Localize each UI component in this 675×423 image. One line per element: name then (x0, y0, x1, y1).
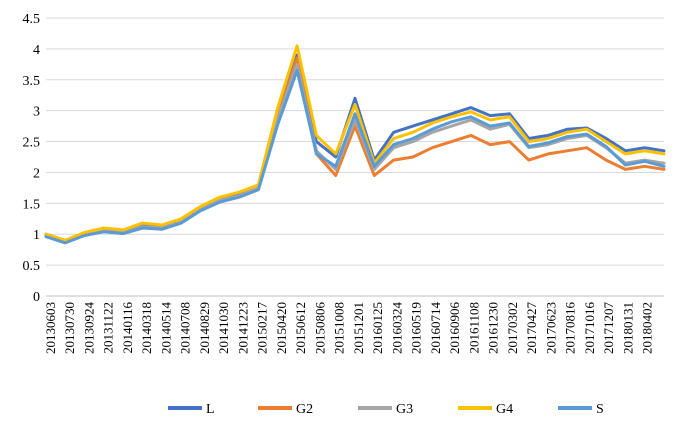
y-tick-label: 3.5 (23, 74, 41, 89)
x-tick-label: 20170302 (505, 302, 520, 354)
x-tick-label: 20131122 (101, 302, 116, 354)
series-line-g2 (44, 56, 666, 244)
x-tick-label: 20140116 (120, 302, 135, 354)
x-tick-label: 20140514 (158, 302, 173, 355)
series-line-l (44, 53, 666, 242)
x-tick-label: 20161230 (486, 302, 501, 354)
x-tick-label: 20150217 (255, 302, 270, 355)
x-tick-label: 20180402 (640, 302, 655, 354)
y-tick-label: 1 (33, 228, 40, 243)
x-tick-label: 20160324 (389, 302, 404, 355)
x-tick-label: 20160125 (370, 302, 385, 354)
x-tick-label: 20171207 (601, 302, 616, 355)
legend-label-g4: G4 (496, 402, 513, 417)
x-tick-label: 20170623 (543, 302, 558, 354)
x-tick-label: 20170427 (524, 302, 539, 355)
legend-label-g3: G3 (396, 402, 413, 417)
x-tick-label: 20150806 (312, 302, 327, 355)
x-tick-label: 20160906 (447, 302, 462, 355)
y-tick-label: 4.5 (23, 12, 41, 27)
x-tick-label: 20141030 (216, 302, 231, 354)
x-tick-label: 20130603 (43, 302, 58, 354)
gridlines (46, 17, 664, 297)
x-tick-label: 20180131 (620, 302, 635, 354)
series-line-g4 (44, 44, 666, 242)
legend-label-g2: G2 (296, 402, 313, 417)
x-tick-label: 20130924 (81, 302, 96, 355)
x-tick-label: 20140829 (197, 302, 212, 354)
y-tick-label: 2 (33, 166, 40, 181)
y-axis-ticks: 0 0.5 1 1.5 2 2.5 3 3.5 4 4.5 (23, 12, 41, 305)
x-tick-label: 20140318 (139, 302, 154, 354)
series-lines (44, 44, 666, 245)
y-tick-label: 0 (33, 290, 40, 305)
x-tick-label: 20150612 (293, 302, 308, 354)
x-tick-label: 20141223 (235, 302, 250, 354)
y-tick-label: 3 (33, 105, 40, 120)
x-tick-label: 20160714 (428, 302, 443, 355)
x-tick-label: 20161108 (466, 302, 481, 354)
y-tick-label: 0.5 (23, 259, 41, 274)
x-tick-label: 20140708 (178, 302, 193, 354)
legend-label-s: S (596, 402, 604, 417)
legend-label-l: L (206, 402, 215, 417)
x-tick-label: 20160519 (409, 302, 424, 354)
x-tick-label: 20151008 (332, 302, 347, 354)
legend: L G2 G3 G4 S (168, 402, 604, 417)
x-tick-label: 20130730 (62, 302, 77, 354)
x-tick-label: 20170816 (563, 302, 578, 355)
y-tick-label: 2.5 (23, 136, 41, 151)
x-tick-label: 20171016 (582, 302, 597, 355)
series-line-s (44, 69, 666, 245)
x-axis-ticks: 20130603 20130730 20130924 20131122 20140116… (43, 302, 655, 355)
y-tick-label: 1.5 (23, 197, 41, 212)
y-tick-label: 4 (33, 43, 40, 58)
series-line-g3 (44, 62, 666, 244)
x-tick-label: 20150420 (274, 302, 289, 354)
x-tick-label: 20151201 (351, 302, 366, 354)
